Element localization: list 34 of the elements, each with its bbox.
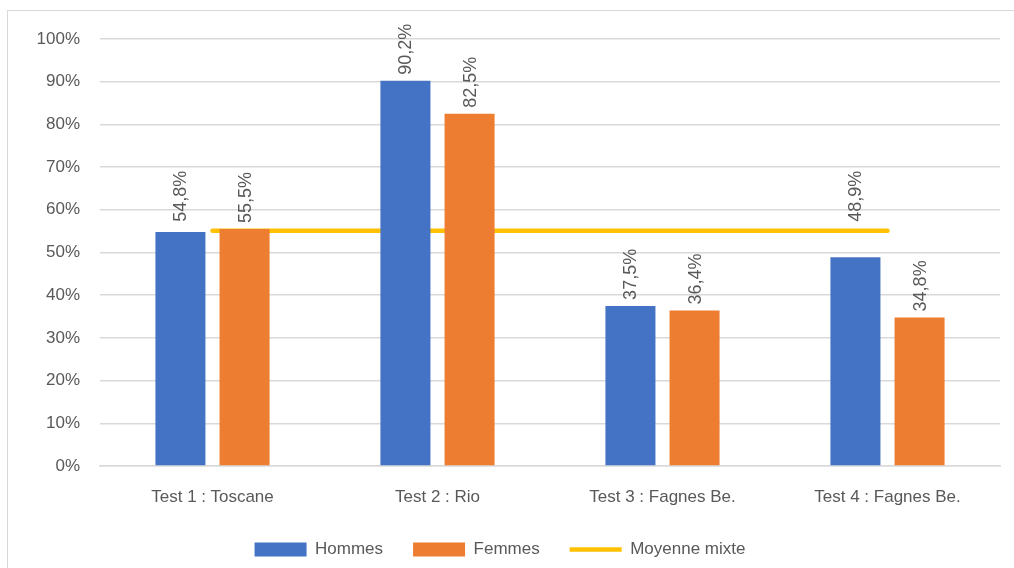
y-tick-label: 80%: [45, 114, 80, 134]
bar: [444, 113, 495, 466]
legend-label: Femmes: [473, 539, 540, 559]
x-tick-label: Test 3 : Fagnes Be.: [589, 486, 736, 506]
x-tick-label: Test 1 : Toscane: [151, 486, 274, 506]
bar: [894, 317, 945, 466]
bar: [669, 310, 720, 466]
data-label: 37,5%: [620, 248, 641, 300]
data-label: 55,5%: [234, 171, 255, 224]
y-tick-label: 60%: [45, 199, 80, 219]
bar: [219, 229, 270, 466]
y-tick-label: 40%: [45, 284, 80, 304]
data-label: 54,8%: [170, 170, 191, 222]
y-tick-label: 70%: [45, 156, 80, 176]
y-tick-label: 0%: [55, 455, 80, 475]
data-label: 34,8%: [909, 260, 930, 312]
y-tick-label: 50%: [45, 242, 80, 262]
data-label: 90,2%: [395, 23, 416, 75]
y-tick-label: 30%: [45, 327, 80, 347]
legend-label: Moyenne mixte: [630, 539, 746, 559]
x-tick-label: Test 2 : Rio: [394, 486, 481, 506]
y-tick-label: 90%: [45, 71, 80, 91]
y-tick-label: 10%: [45, 412, 80, 432]
bar: [380, 80, 431, 466]
data-label: 36,4%: [684, 253, 705, 305]
bar: [830, 257, 881, 466]
x-tick-label: Test 4 : Fagnes Be.: [814, 486, 961, 506]
bar: [605, 305, 656, 466]
legend-label: Hommes: [315, 539, 384, 559]
bar: [155, 232, 206, 466]
data-label: 48,9%: [845, 170, 866, 222]
data-label: 82,5%: [459, 56, 480, 108]
y-tick-label: 20%: [45, 370, 80, 390]
y-tick-label: 100%: [36, 28, 80, 48]
